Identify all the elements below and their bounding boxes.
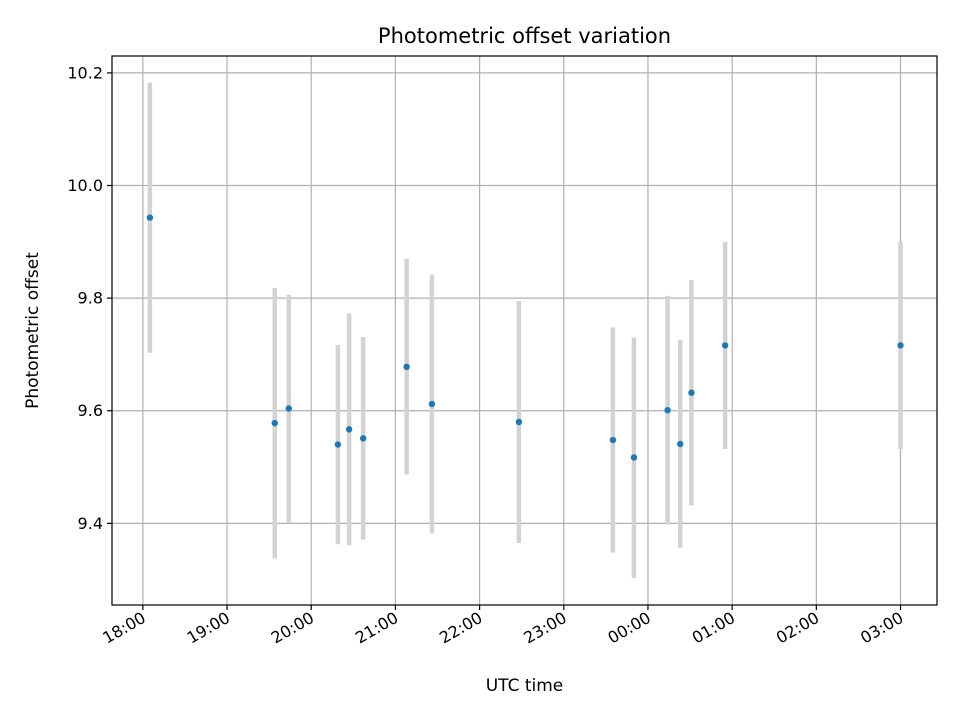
x-tick-label: 23:00 xyxy=(520,608,569,648)
data-point xyxy=(609,436,617,444)
data-point xyxy=(428,400,436,408)
data-point xyxy=(345,426,353,433)
x-tick-label: 00:00 xyxy=(605,608,654,648)
chart-title: Photometric offset variation xyxy=(378,24,671,48)
y-tick-label: 10.0 xyxy=(67,176,103,195)
y-tick-label: 9.4 xyxy=(78,514,103,533)
data-point xyxy=(146,214,154,221)
y-tick-label: 10.2 xyxy=(67,63,103,82)
x-tick-label: 02:00 xyxy=(773,608,822,648)
x-tick-label: 03:00 xyxy=(857,608,906,648)
y-tick-label: 9.8 xyxy=(78,289,103,308)
x-tick-label: 22:00 xyxy=(436,608,485,648)
tick-layer: 18:00 19:00 20:00 21:00 22:00 23:00 00:00 01:00… xyxy=(67,63,906,647)
data-point xyxy=(285,405,292,412)
data-point xyxy=(515,418,523,426)
data-point xyxy=(334,441,342,448)
data-point xyxy=(677,440,684,448)
data-point xyxy=(630,454,638,461)
data-point xyxy=(359,435,367,442)
data-point xyxy=(403,363,410,371)
data-point xyxy=(271,419,278,427)
x-tick-label: 19:00 xyxy=(184,608,233,648)
point-layer xyxy=(146,214,904,461)
x-tick-label: 01:00 xyxy=(689,608,738,648)
x-tick-label: 21:00 xyxy=(352,608,401,648)
plot-frame xyxy=(111,55,938,606)
errorbar-layer xyxy=(147,82,903,578)
y-tick-label: 9.6 xyxy=(78,401,103,420)
data-point xyxy=(688,389,695,396)
y-axis-label: Photometric offset xyxy=(23,252,43,409)
grid-layer xyxy=(112,56,937,605)
data-point xyxy=(664,406,671,414)
data-point xyxy=(721,342,729,349)
x-axis-label: UTC time xyxy=(486,676,564,696)
x-tick-label: 18:00 xyxy=(99,608,148,648)
data-point xyxy=(897,342,904,349)
x-tick-label: 20:00 xyxy=(268,608,317,648)
